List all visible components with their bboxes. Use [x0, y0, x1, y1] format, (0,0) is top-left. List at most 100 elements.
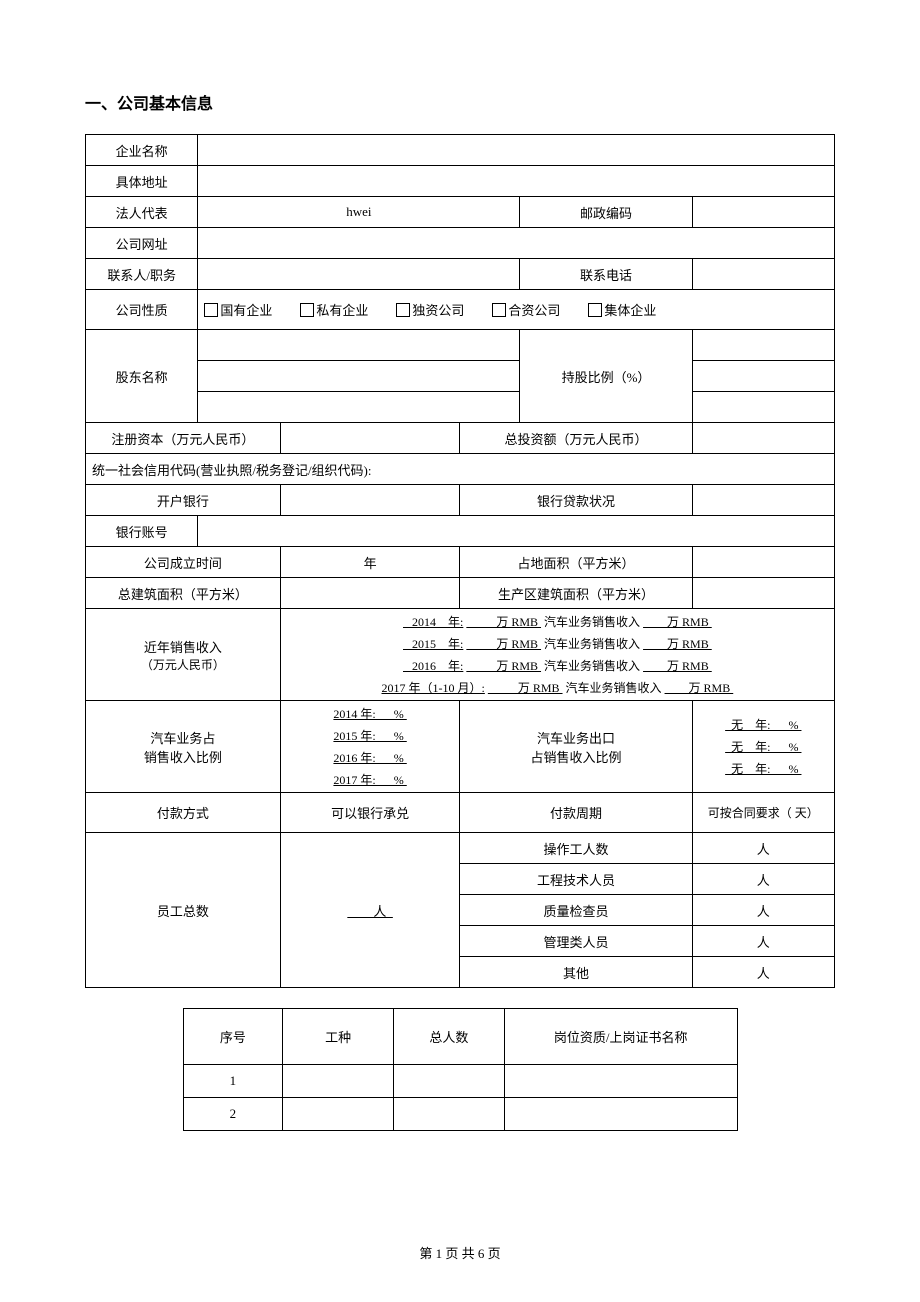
sales-line: 2017 年（1-10 月）: 万 RMB 汽车业务销售收入 万 RMB — [281, 677, 834, 699]
label-total-building: 总建筑面积（平方米） — [86, 578, 281, 609]
label-op-workers: 操作工人数 — [460, 833, 692, 864]
shareholder-r2c1 — [198, 361, 520, 392]
value-reg-capital — [280, 423, 460, 454]
label-auto-ratio: 汽车业务占 销售收入比例 — [86, 701, 281, 793]
nature-option[interactable]: 独资公司 — [396, 303, 464, 318]
nature-option-label: 国有企业 — [220, 303, 272, 318]
value-total-building — [280, 578, 460, 609]
ratio-line: 2016 年: % — [281, 747, 460, 769]
t2-r2c1: 2 — [183, 1098, 283, 1131]
ratio-line: 无 年: % — [693, 714, 834, 736]
value-bank — [280, 485, 460, 516]
value-address — [198, 166, 835, 197]
label-postal-code: 邮政编码 — [520, 197, 692, 228]
label-loan-status: 银行贷款状况 — [460, 485, 692, 516]
page: 一、公司基本信息 企业名称 具体地址 法人代表 hwei 邮政编码 公司网址 联… — [0, 0, 920, 1302]
value-auto-ratio-left: 2014 年: % 2015 年: % 2016 年: % 2017 年: % — [280, 701, 460, 793]
value-nature: 国有企业 私有企业 独资公司 合资公司 集体企业 — [198, 290, 835, 330]
shareholding-r3 — [692, 392, 834, 423]
ratio-line: 2015 年: % — [281, 725, 460, 747]
checkbox-icon[interactable] — [204, 303, 218, 317]
label-address: 具体地址 — [86, 166, 198, 197]
auto-export-line1: 汽车业务出口 — [460, 728, 691, 747]
label-legal-rep: 法人代表 — [86, 197, 198, 228]
page-footer: 第 1 页 共 6 页 — [0, 1243, 920, 1262]
label-qc: 质量检查员 — [460, 895, 692, 926]
label-total-invest: 总投资额（万元人民币） — [460, 423, 692, 454]
shareholding-r2 — [692, 361, 834, 392]
shareholder-r1c1 — [198, 330, 520, 361]
label-sales-recent: 近年销售收入 （万元人民币） — [86, 609, 281, 701]
label-land-area: 占地面积（平方米） — [460, 547, 692, 578]
label-managers: 管理类人员 — [460, 926, 692, 957]
value-employees: 人 — [280, 833, 460, 988]
value-bank-account — [198, 516, 835, 547]
label-shareholder: 股东名称 — [86, 330, 198, 423]
value-company-name — [198, 135, 835, 166]
label-prod-building: 生产区建筑面积（平方米） — [460, 578, 692, 609]
nature-option[interactable]: 合资公司 — [492, 303, 560, 318]
value-prod-building — [692, 578, 834, 609]
value-land-area — [692, 547, 834, 578]
t2-r1c4 — [504, 1065, 737, 1098]
checkbox-icon[interactable] — [492, 303, 506, 317]
auto-ratio-line2: 销售收入比例 — [86, 747, 280, 766]
nature-option[interactable]: 私有企业 — [300, 303, 368, 318]
label-engineers: 工程技术人员 — [460, 864, 692, 895]
label-phone: 联系电话 — [520, 259, 692, 290]
label-auto-export: 汽车业务出口 占销售收入比例 — [460, 701, 692, 793]
label-nature: 公司性质 — [86, 290, 198, 330]
value-total-invest — [692, 423, 834, 454]
sales-recent-line2: （万元人民币） — [86, 656, 280, 673]
nature-option-label: 独资公司 — [412, 303, 464, 318]
value-contact — [198, 259, 520, 290]
ratio-line: 无 年: % — [693, 758, 834, 780]
auto-ratio-line1: 汽车业务占 — [86, 728, 280, 747]
value-founded: 年 — [280, 547, 460, 578]
t2-r1c1: 1 — [183, 1065, 283, 1098]
label-founded: 公司成立时间 — [86, 547, 281, 578]
checkbox-icon[interactable] — [300, 303, 314, 317]
label-bank: 开户银行 — [86, 485, 281, 516]
shareholding-r1 — [692, 330, 834, 361]
label-company-name: 企业名称 — [86, 135, 198, 166]
nature-option[interactable]: 集体企业 — [588, 303, 656, 318]
value-sales-recent: 2014 年: 万 RMB 汽车业务销售收入 万 RMB 2015 年: 万 R… — [280, 609, 834, 701]
auto-export-line2: 占销售收入比例 — [460, 747, 691, 766]
ratio-line: 无 年: % — [693, 736, 834, 758]
ratio-line: 2014 年: % — [281, 703, 460, 725]
t2-h3: 总人数 — [394, 1009, 505, 1065]
sales-line: 2016 年: 万 RMB 汽车业务销售收入 万 RMB — [281, 655, 834, 677]
label-website: 公司网址 — [86, 228, 198, 259]
t2-h2: 工种 — [283, 1009, 394, 1065]
value-payment-cycle: 可按合同要求（ 天） — [692, 793, 834, 833]
value-loan-status — [692, 485, 834, 516]
label-bank-account: 银行账号 — [86, 516, 198, 547]
label-payment-cycle: 付款周期 — [460, 793, 692, 833]
label-uscc: 统一社会信用代码(营业执照/税务登记/组织代码): — [86, 454, 835, 485]
value-postal-code — [692, 197, 834, 228]
sales-line: 2015 年: 万 RMB 汽车业务销售收入 万 RMB — [281, 633, 834, 655]
checkbox-icon[interactable] — [588, 303, 602, 317]
t2-r2c2 — [283, 1098, 394, 1131]
section-title: 一、公司基本信息 — [85, 90, 835, 114]
qualification-table: 序号 工种 总人数 岗位资质/上岗证书名称 1 2 — [183, 1008, 738, 1131]
sales-recent-line1: 近年销售收入 — [86, 637, 280, 656]
value-others: 人 — [692, 957, 834, 988]
shareholder-r3c1 — [198, 392, 520, 423]
nature-option-label: 私有企业 — [316, 303, 368, 318]
value-phone — [692, 259, 834, 290]
t2-h1: 序号 — [183, 1009, 283, 1065]
t2-h4: 岗位资质/上岗证书名称 — [504, 1009, 737, 1065]
company-info-table: 企业名称 具体地址 法人代表 hwei 邮政编码 公司网址 联系人/职务 联系电… — [85, 134, 835, 988]
label-payment-method: 付款方式 — [86, 793, 281, 833]
value-managers: 人 — [692, 926, 834, 957]
t2-r2c4 — [504, 1098, 737, 1131]
employees-underline: 人 — [347, 904, 393, 919]
value-qc: 人 — [692, 895, 834, 926]
value-website — [198, 228, 835, 259]
checkbox-icon[interactable] — [396, 303, 410, 317]
nature-option[interactable]: 国有企业 — [204, 303, 272, 318]
ratio-line: 2017 年: % — [281, 769, 460, 791]
nature-option-label: 合资公司 — [508, 303, 560, 318]
